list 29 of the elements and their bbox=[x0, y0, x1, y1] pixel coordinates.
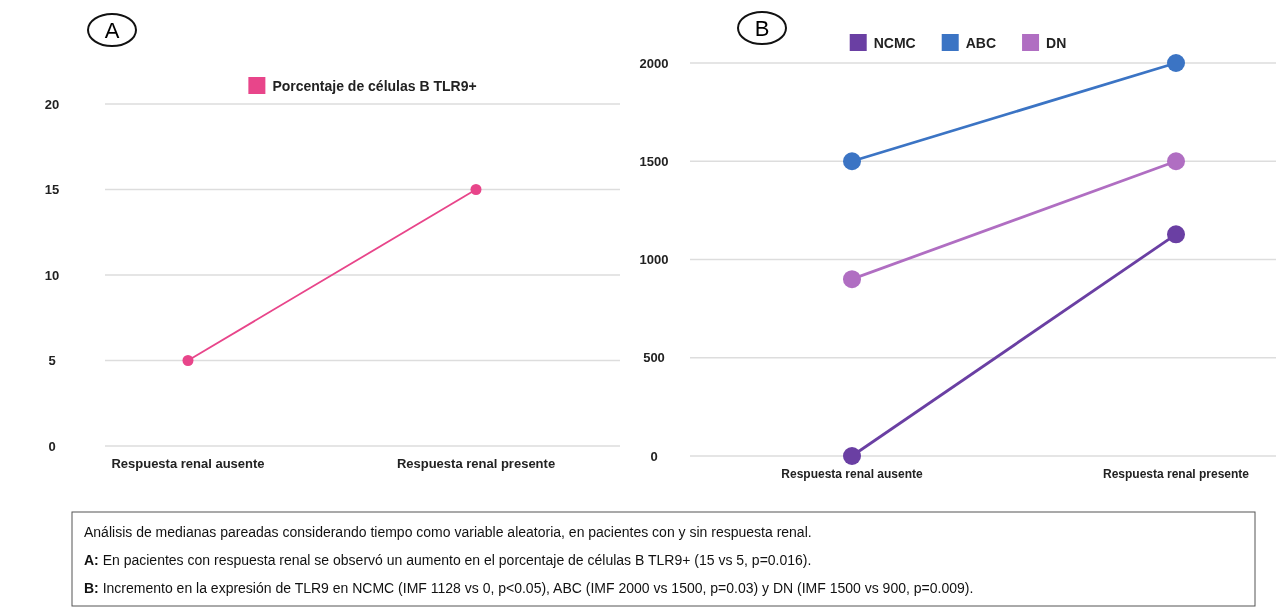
y-tick-label: 15 bbox=[44, 182, 60, 198]
y-tick-label: 10 bbox=[44, 267, 60, 283]
x-tick-label: Respuesta renal ausente bbox=[111, 456, 265, 471]
y-tick-label: 5 bbox=[48, 353, 56, 369]
legend-label: Porcentaje de células B TLR9+ bbox=[272, 78, 477, 94]
y-tick-label: 1000 bbox=[639, 252, 669, 268]
y-tick-label: 20 bbox=[44, 96, 60, 112]
chart-title: B bbox=[754, 16, 770, 41]
point bbox=[1167, 152, 1185, 171]
chart-title: A bbox=[104, 18, 120, 43]
text: A: En pacientes con respuesta renal se observó un aumento en el porcentaje de células B TLR9+ (15 vs 5, p=0.016). bbox=[84, 552, 812, 568]
point bbox=[1167, 225, 1185, 244]
point bbox=[843, 152, 861, 171]
x-tick-label: Respuesta renal presente bbox=[396, 456, 556, 471]
y-tick-label: 1500 bbox=[639, 153, 669, 169]
text: B: Incremento en la expresión de TLR9 en NCMC (IMF 1128 vs 0, p<0.05), ABC (IMF 2000 vs 1500, p=0.03) y DN (IMF 1500 vs 900, p=0.009). bbox=[84, 580, 974, 596]
y-tick-label: 0 bbox=[48, 438, 56, 454]
legend-label: ABC bbox=[965, 35, 997, 51]
legend-label: NCMC bbox=[873, 35, 916, 51]
point bbox=[1167, 54, 1185, 72]
x-tick-label: Respuesta renal presente bbox=[1102, 467, 1250, 481]
x-tick-label: Respuesta renal ausente bbox=[781, 467, 924, 481]
point bbox=[843, 447, 861, 465]
text: Análisis de medianas pareadas considerando tiempo como variable aleatoria, en pacientes con y sin respuesta renal. bbox=[84, 524, 812, 540]
y-tick-label: 0 bbox=[650, 448, 658, 464]
y-tick-label: 500 bbox=[643, 350, 665, 366]
y-tick-label: 2000 bbox=[639, 55, 669, 71]
legend-label: DN bbox=[1046, 35, 1067, 51]
point bbox=[843, 270, 861, 289]
